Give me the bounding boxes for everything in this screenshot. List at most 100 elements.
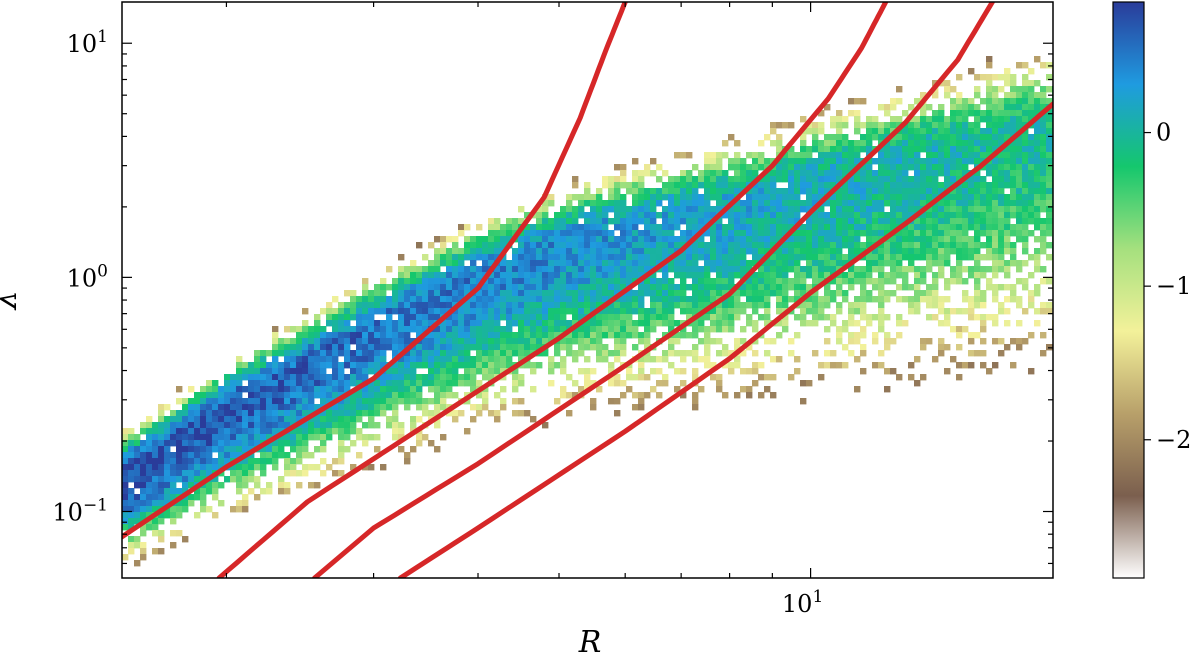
heatmap-cell	[632, 320, 639, 327]
heatmap-cell	[476, 368, 483, 375]
heatmap-cell	[248, 386, 255, 393]
heatmap-cell	[392, 338, 399, 345]
heatmap-cell	[716, 326, 723, 333]
heatmap-cell	[560, 392, 567, 399]
heatmap-cell	[200, 410, 207, 417]
heatmap-cell	[884, 260, 891, 267]
heatmap-cell	[206, 458, 213, 465]
heatmap-cell	[236, 488, 243, 495]
heatmap-cell	[572, 176, 579, 183]
heatmap-cell	[512, 296, 519, 303]
heatmap-cell	[1040, 200, 1047, 207]
heatmap-cell	[1004, 92, 1011, 99]
heatmap-cell	[992, 182, 999, 189]
heatmap-cell	[512, 284, 519, 291]
heatmap-cell	[998, 302, 1005, 309]
heatmap-cell	[776, 230, 783, 237]
heatmap-cell	[374, 290, 381, 297]
heatmap-cell	[248, 470, 255, 477]
heatmap-cell	[692, 206, 699, 213]
heatmap-cell	[218, 428, 225, 435]
heatmap-cell	[1016, 62, 1023, 69]
heatmap-cell	[800, 284, 807, 291]
heatmap-cell	[758, 278, 765, 285]
heatmap-cell	[638, 398, 645, 405]
heatmap-cell	[890, 368, 897, 375]
heatmap-cell	[356, 338, 363, 345]
heatmap-cell	[344, 344, 351, 351]
heatmap-cell	[392, 308, 399, 315]
heatmap-cell	[770, 200, 777, 207]
heatmap-cell	[920, 248, 927, 255]
heatmap-cell	[842, 140, 849, 147]
heatmap-cell	[1040, 224, 1047, 231]
heatmap-cell	[458, 380, 465, 387]
heatmap-cell	[632, 200, 639, 207]
heatmap-cell	[1016, 98, 1023, 105]
heatmap-cell	[788, 146, 795, 153]
heatmap-cell	[164, 452, 171, 459]
heatmap-cell	[182, 464, 189, 471]
heatmap-cell	[344, 374, 351, 381]
heatmap-cell	[956, 206, 963, 213]
heatmap-cell	[428, 266, 435, 273]
heatmap-cell	[188, 458, 195, 465]
heatmap-cell	[152, 518, 159, 525]
heatmap-cell	[140, 488, 147, 495]
model-curve-4	[397, 101, 1053, 578]
heatmap-cell	[704, 206, 711, 213]
heatmap-cell	[356, 452, 363, 459]
heatmap-cell	[560, 362, 567, 369]
heatmap-cell	[944, 260, 951, 267]
heatmap-cell	[944, 284, 951, 291]
heatmap-cell	[860, 314, 867, 321]
heatmap-cell	[338, 314, 345, 321]
heatmap-cell	[374, 422, 381, 429]
heatmap-cell	[698, 242, 705, 249]
heatmap-cell	[278, 440, 285, 447]
heatmap-cell	[794, 248, 801, 255]
heatmap-cell	[1028, 200, 1035, 207]
heatmap-cell	[152, 440, 159, 447]
heatmap-cell	[416, 356, 423, 363]
heatmap-cell	[878, 164, 885, 171]
heatmap-cell	[698, 266, 705, 273]
heatmap-cell	[470, 260, 477, 267]
heatmap-cell	[644, 278, 651, 285]
heatmap-cell	[908, 212, 915, 219]
heatmap-cell	[638, 290, 645, 297]
heatmap-cell	[920, 338, 927, 345]
heatmap-cell	[512, 368, 519, 375]
heatmap-cell	[836, 302, 843, 309]
heatmap-cell	[248, 398, 255, 405]
heatmap-cell	[782, 200, 789, 207]
heatmap-cell	[1034, 224, 1041, 231]
heatmap-cell	[938, 200, 945, 207]
heatmap-cell	[950, 212, 957, 219]
heatmap-cell	[902, 296, 909, 303]
heatmap-cell	[644, 320, 651, 327]
heatmap-cell	[1040, 206, 1047, 213]
heatmap-cell	[770, 170, 777, 177]
heatmap-cell	[1016, 344, 1023, 351]
heatmap-cell	[410, 326, 417, 333]
heatmap-cell	[428, 332, 435, 339]
heatmap-cell	[536, 236, 543, 243]
heatmap-cell	[932, 182, 939, 189]
heatmap-cell	[818, 122, 825, 129]
heatmap-cell	[968, 128, 975, 135]
heatmap-cell	[176, 476, 183, 483]
heatmap-cell	[926, 284, 933, 291]
heatmap-cell	[362, 284, 369, 291]
heatmap-cell	[290, 410, 297, 417]
heatmap-cell	[998, 182, 1005, 189]
heatmap-cell	[542, 278, 549, 285]
heatmap-cell	[770, 254, 777, 261]
heatmap-cell	[896, 212, 903, 219]
heatmap-cell	[1046, 146, 1053, 153]
heatmap-cell	[230, 398, 237, 405]
heatmap-cell	[200, 488, 207, 495]
heatmap-cell	[998, 308, 1005, 315]
heatmap-cell	[398, 308, 405, 315]
heatmap-cell	[134, 518, 141, 525]
